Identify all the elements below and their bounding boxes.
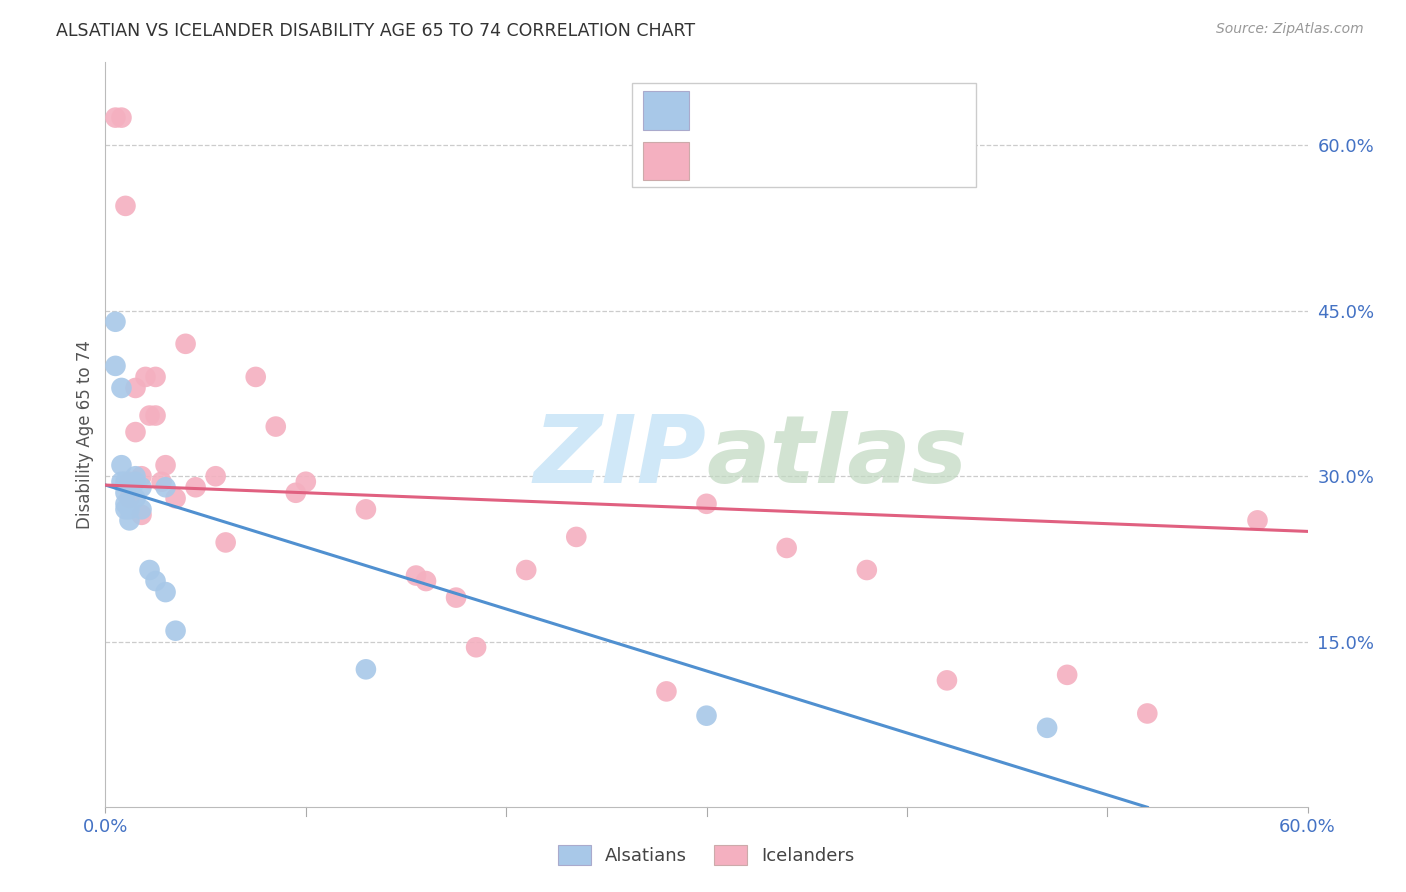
Point xyxy=(110,458,132,473)
Point xyxy=(118,502,141,516)
Point xyxy=(118,475,141,489)
Point xyxy=(124,475,146,489)
Point xyxy=(138,563,160,577)
Point xyxy=(114,497,136,511)
Point xyxy=(145,409,167,423)
Point xyxy=(155,585,177,599)
Point xyxy=(204,469,226,483)
Point xyxy=(118,513,141,527)
Point xyxy=(214,535,236,549)
Point xyxy=(114,199,136,213)
Point xyxy=(124,425,146,439)
Point xyxy=(415,574,437,588)
Point xyxy=(124,381,146,395)
Point xyxy=(354,502,377,516)
Point xyxy=(174,336,197,351)
Point xyxy=(1136,706,1159,721)
Point xyxy=(110,381,132,395)
Point xyxy=(118,491,141,506)
Point xyxy=(465,640,488,655)
Point xyxy=(131,480,153,494)
Point xyxy=(696,708,718,723)
Point xyxy=(264,419,287,434)
Point xyxy=(444,591,467,605)
Point xyxy=(1056,668,1078,682)
Point xyxy=(104,315,127,329)
Point xyxy=(855,563,877,577)
Point xyxy=(145,370,167,384)
Point xyxy=(184,480,207,494)
Point xyxy=(515,563,537,577)
Point xyxy=(131,508,153,522)
Text: ZIP: ZIP xyxy=(534,411,707,503)
Point xyxy=(104,359,127,373)
Point xyxy=(295,475,318,489)
Point xyxy=(776,541,799,555)
Point xyxy=(114,475,136,489)
Point xyxy=(245,370,267,384)
Legend: Alsatians, Icelanders: Alsatians, Icelanders xyxy=(551,838,862,872)
Point xyxy=(155,458,177,473)
Point xyxy=(145,574,167,588)
Point xyxy=(565,530,588,544)
Point xyxy=(405,568,427,582)
Point xyxy=(165,624,187,638)
Point xyxy=(131,469,153,483)
Point xyxy=(165,491,187,506)
Point xyxy=(1036,721,1059,735)
Point xyxy=(1246,513,1268,527)
Point xyxy=(138,409,160,423)
Point xyxy=(110,475,132,489)
Point xyxy=(110,111,132,125)
Text: Source: ZipAtlas.com: Source: ZipAtlas.com xyxy=(1216,22,1364,37)
Point xyxy=(114,485,136,500)
Point xyxy=(655,684,678,698)
Point xyxy=(131,502,153,516)
Text: ALSATIAN VS ICELANDER DISABILITY AGE 65 TO 74 CORRELATION CHART: ALSATIAN VS ICELANDER DISABILITY AGE 65 … xyxy=(56,22,696,40)
Y-axis label: Disability Age 65 to 74: Disability Age 65 to 74 xyxy=(76,341,94,529)
Point xyxy=(114,502,136,516)
Point xyxy=(150,475,173,489)
Point xyxy=(124,491,146,506)
Point xyxy=(284,485,307,500)
Point xyxy=(124,469,146,483)
Text: atlas: atlas xyxy=(707,411,967,503)
Point xyxy=(696,497,718,511)
Point xyxy=(104,111,127,125)
Point xyxy=(354,662,377,676)
Point xyxy=(155,480,177,494)
Point xyxy=(936,673,959,688)
Point xyxy=(135,370,157,384)
